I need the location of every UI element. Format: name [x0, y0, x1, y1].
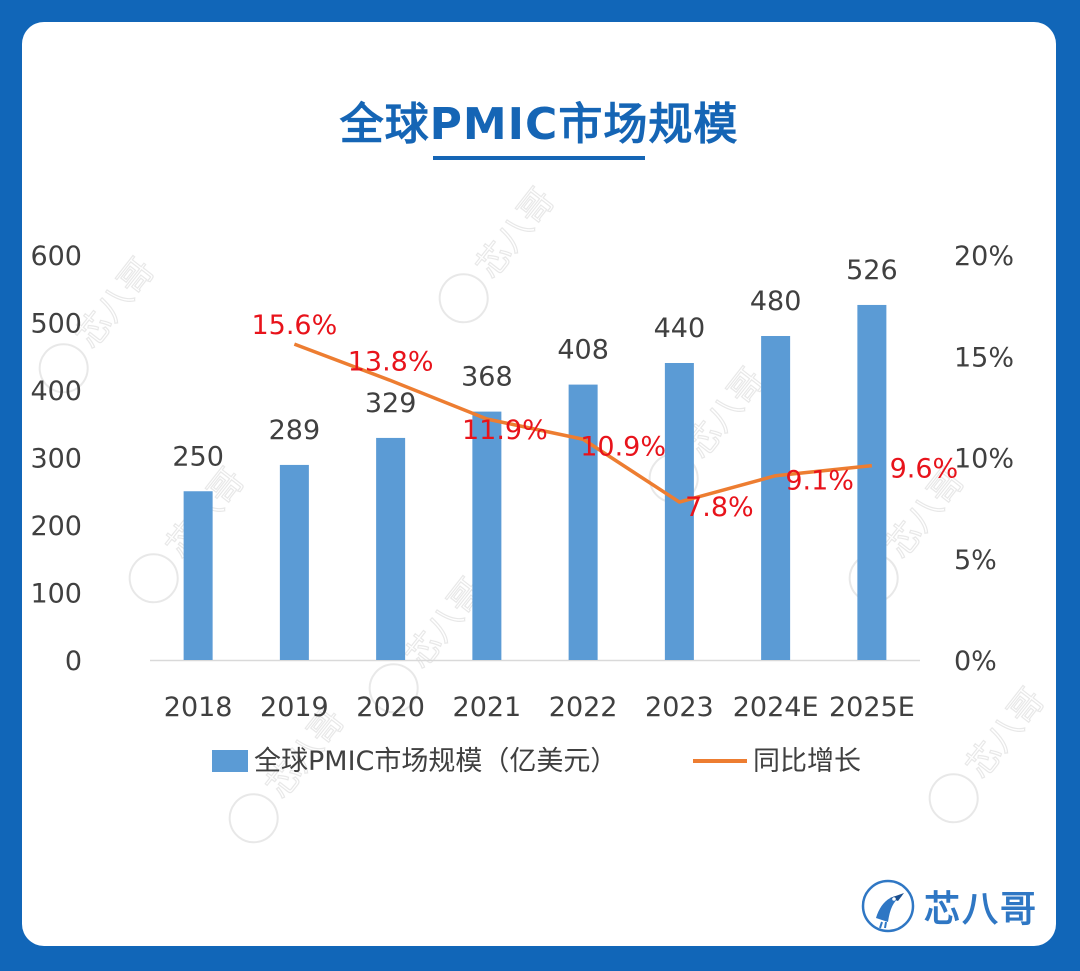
bar-value-label: 440: [654, 313, 706, 344]
bar-value-label: 526: [846, 255, 898, 286]
brand-logo: 芯八哥: [860, 874, 1038, 938]
bar-value-label: 408: [557, 335, 609, 366]
right-axis-tick-label: 0%: [954, 646, 997, 677]
bar: [568, 384, 598, 660]
left-axis-tick-label: 300: [30, 444, 82, 475]
left-axis-tick-label: 100: [30, 579, 82, 610]
x-axis-tick-label: 2025E: [829, 692, 915, 723]
bar-value-label: 289: [269, 415, 321, 446]
left-axis-tick-label: 200: [30, 511, 82, 542]
x-axis-tick-label: 2024E: [733, 692, 819, 723]
right-axis-tick-label: 20%: [954, 241, 1014, 272]
growth-value-label: 9.1%: [785, 466, 854, 497]
chart-card: 全球PMIC市场规模 芯八哥芯八哥芯八哥芯八哥芯八哥芯八哥芯八哥芯八哥01002…: [22, 22, 1056, 946]
right-axis-tick-label: 5%: [954, 545, 997, 576]
bar: [761, 336, 791, 660]
x-axis-tick-label: 2021: [453, 692, 522, 723]
svg-text:芯八哥: 芯八哥: [958, 681, 1052, 786]
growth-value-label: 9.6%: [890, 454, 959, 485]
right-axis-tick-label: 10%: [954, 444, 1014, 475]
bar: [183, 491, 213, 660]
x-axis-tick-label: 2020: [356, 692, 425, 723]
growth-value-label: 7.8%: [685, 492, 754, 523]
left-axis-tick-label: 600: [30, 241, 82, 272]
watermark: 芯八哥: [928, 680, 1053, 824]
bar-value-label: 480: [750, 286, 802, 317]
chart-title: 全球PMIC市场规模: [339, 99, 739, 150]
brand-name: 芯八哥: [924, 889, 1039, 930]
growth-value-label: 15.6%: [251, 310, 337, 341]
bar-value-label: 250: [172, 441, 224, 472]
growth-value-label: 13.8%: [348, 347, 434, 378]
bar: [279, 464, 309, 660]
watermark: 芯八哥: [438, 180, 563, 324]
svg-text:芯八哥: 芯八哥: [468, 181, 562, 286]
legend-bar-label: 全球PMIC市场规模（亿美元）: [254, 746, 617, 777]
x-axis-tick-label: 2022: [549, 692, 618, 723]
growth-value-label: 11.9%: [462, 415, 548, 446]
x-axis-tick-label: 2018: [164, 692, 233, 723]
legend-bar-swatch: [212, 750, 248, 772]
bar-value-label: 368: [461, 362, 513, 393]
bar: [664, 363, 694, 660]
growth-value-label: 10.9%: [580, 431, 666, 462]
bar-value-label: 329: [365, 388, 417, 419]
x-axis-tick-label: 2023: [645, 692, 714, 723]
x-axis-tick-label: 2019: [260, 692, 329, 723]
kingfisher-bird-logo-icon: [861, 879, 915, 933]
bar: [857, 304, 887, 660]
bar: [376, 437, 406, 660]
title-underline: [433, 156, 645, 160]
growth-line: [293, 342, 873, 504]
left-axis-tick-label: 500: [30, 309, 82, 340]
svg-text:芯八哥: 芯八哥: [68, 251, 162, 356]
right-axis-tick-label: 15%: [954, 342, 1014, 373]
legend-line-label: 同比增长: [753, 746, 861, 777]
chart-svg: 芯八哥芯八哥芯八哥芯八哥芯八哥芯八哥芯八哥芯八哥0100200300400500…: [30, 180, 1053, 844]
left-axis-tick-label: 0: [65, 646, 82, 677]
bar: [472, 411, 502, 660]
left-axis-tick-label: 400: [30, 376, 82, 407]
